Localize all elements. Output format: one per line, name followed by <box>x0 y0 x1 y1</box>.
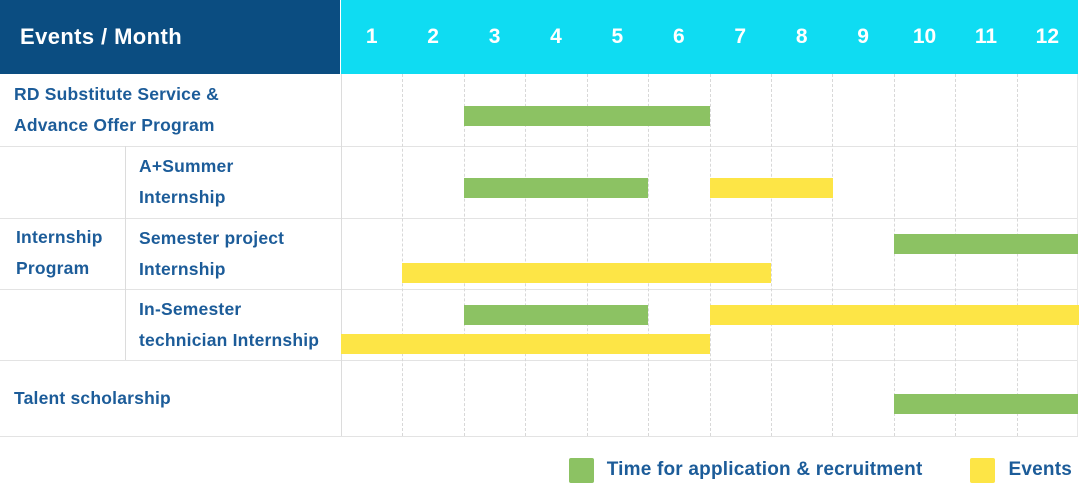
legend-item-event: Events <box>970 457 1072 483</box>
month-grid-line <box>710 74 711 436</box>
gantt-bar-application <box>894 394 1078 414</box>
row-label-line: Semester project <box>139 227 285 248</box>
month-header-cell-8: 8 <box>795 25 808 48</box>
month-header-cell-6: 6 <box>672 25 685 48</box>
month-header-cell-5: 5 <box>611 25 624 48</box>
month-header-cell-3: 3 <box>488 25 501 48</box>
month-grid-line <box>832 74 833 436</box>
month-header-cell-10: 10 <box>912 25 937 48</box>
label-chart-divider-line <box>341 74 342 436</box>
month-grid-line <box>525 74 526 436</box>
month-header-cell-12: 12 <box>1035 25 1060 48</box>
row-label-cell: In-Semester technician Internship <box>125 289 341 360</box>
month-header-cell-11: 11 <box>974 25 998 48</box>
row-label-line: Advance Offer Program <box>14 115 215 135</box>
row-label-cell: A+Summer Internship <box>125 146 341 218</box>
corner-header-cell: Events / Month <box>0 0 340 74</box>
group-label-line: Program <box>16 258 90 278</box>
legend-label-event: Events <box>1008 459 1072 480</box>
gantt-bar-event <box>341 334 710 354</box>
month-grid-line <box>464 74 465 436</box>
gantt-bar-event <box>402 263 771 283</box>
row-label-line: technician Internship <box>139 329 320 350</box>
gantt-bar-event <box>710 305 1079 325</box>
row-divider-line <box>0 146 1078 147</box>
group-label-cell: Internship Program <box>0 146 125 360</box>
month-grid-line <box>648 74 649 436</box>
legend-swatch-event <box>970 457 996 483</box>
row-label-cell: Talent scholarship <box>0 360 341 436</box>
legend: Time for application & recruitment Events <box>0 450 1072 490</box>
month-grid-line <box>894 74 895 436</box>
gantt-bar-application <box>464 305 648 325</box>
row-label-line: RD Substitute Service & <box>14 84 219 105</box>
row-label-line: A+Summer <box>139 156 234 177</box>
row-divider-line <box>0 360 1078 361</box>
month-grid-line <box>587 74 588 436</box>
month-header-cell-2: 2 <box>427 25 439 48</box>
group-label-divider-line <box>125 146 126 360</box>
row-label-line: Internship <box>139 258 226 279</box>
month-header-row: 1 2 3 4 5 6 7 8 9 10 11 12 <box>341 0 1078 74</box>
month-grid-line <box>955 74 956 436</box>
month-header-cell-4: 4 <box>550 25 562 48</box>
month-grid-line <box>771 74 772 436</box>
legend-swatch-application <box>568 457 594 483</box>
gantt-bar-application <box>464 178 648 198</box>
legend-item-application: Time for application & recruitment <box>568 457 923 483</box>
month-grid-line <box>402 74 403 436</box>
row-label-cell: RD Substitute Service & Advance Offer Pro… <box>0 74 341 146</box>
row-label-cell: Semester project Internship <box>125 218 341 289</box>
month-header-cell-9: 9 <box>857 25 869 48</box>
row-label-line: Internship <box>139 187 226 207</box>
month-grid-line <box>1017 74 1018 436</box>
row-divider-line <box>0 218 1078 219</box>
corner-header-label: Events / Month <box>20 24 183 49</box>
row-label-line: In-Semester <box>139 298 242 319</box>
gantt-bar-application <box>464 106 710 126</box>
legend-label-application: Time for application & recruitment <box>606 459 923 480</box>
gantt-bar-event <box>710 178 833 198</box>
month-header-cell-7: 7 <box>734 25 747 48</box>
table-right-edge-line <box>1077 74 1078 436</box>
row-divider-line <box>0 436 1078 437</box>
row-label-line: Talent scholarship <box>14 387 171 408</box>
group-label-line: Internship <box>16 227 103 248</box>
gantt-bar-application <box>894 234 1078 254</box>
row-divider-line <box>0 289 1078 290</box>
month-header-cell-1: 1 <box>365 25 378 48</box>
